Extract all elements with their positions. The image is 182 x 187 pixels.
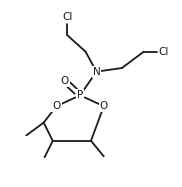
Text: O: O xyxy=(60,76,69,86)
Text: O: O xyxy=(52,101,61,111)
Text: Cl: Cl xyxy=(62,12,73,22)
Text: P: P xyxy=(77,90,83,100)
Text: Cl: Cl xyxy=(159,47,169,57)
Text: N: N xyxy=(93,67,100,77)
Text: O: O xyxy=(100,101,108,111)
